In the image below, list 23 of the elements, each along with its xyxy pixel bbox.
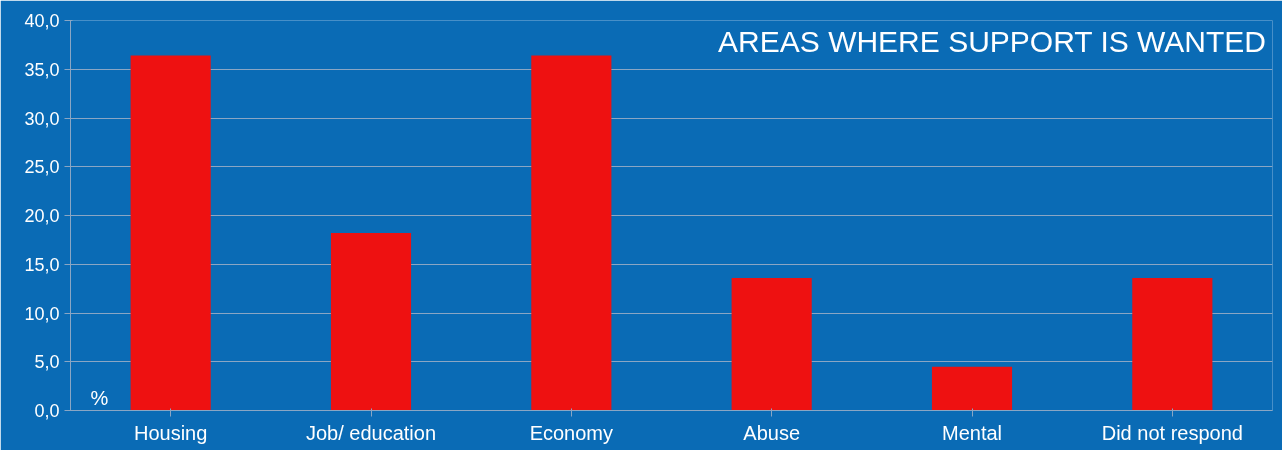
y-tick-label: 5,0 bbox=[34, 352, 60, 373]
y-tick-label: 35,0 bbox=[24, 59, 60, 80]
x-tick-label: Job/ education bbox=[305, 421, 437, 444]
y-tick-label: 30,0 bbox=[24, 108, 60, 129]
bar bbox=[931, 366, 1013, 411]
y-tick-label: 15,0 bbox=[24, 254, 60, 275]
x-tick-label: Mental bbox=[941, 421, 1003, 444]
x-tick-label: Housing bbox=[133, 421, 208, 444]
y-tick-label: 40,0 bbox=[24, 11, 60, 31]
bar bbox=[531, 55, 612, 411]
y-axis-title: % bbox=[90, 386, 109, 409]
x-tick-label: Economy bbox=[529, 421, 614, 444]
y-tick-label: 10,0 bbox=[24, 303, 60, 324]
y-tick-label: 0,0 bbox=[34, 401, 60, 421]
bar bbox=[1132, 277, 1213, 411]
bar bbox=[130, 55, 211, 411]
chart-title: AREAS WHERE SUPPORT IS WANTED bbox=[718, 24, 1266, 58]
x-tick-label: Abuse bbox=[743, 421, 801, 444]
bar bbox=[330, 233, 412, 411]
y-tick-label: 20,0 bbox=[24, 206, 60, 226]
x-tick-label: Did not respond bbox=[1101, 421, 1243, 444]
y-tick-label: 25,0 bbox=[24, 157, 60, 178]
bar bbox=[731, 277, 812, 411]
